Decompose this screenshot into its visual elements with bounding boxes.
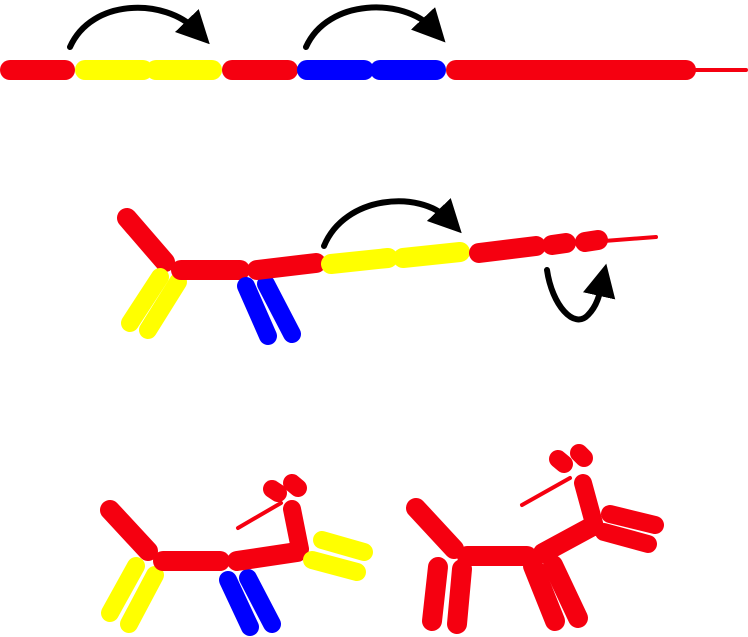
dog-front-leg [422,557,448,631]
balloon-tail [520,476,572,507]
dog-head-bead [570,444,593,467]
balloon-tail [236,501,283,530]
step-2-partially-twisted-balloon [117,198,658,345]
dog-front-leg [101,557,145,622]
dog-front-leg [120,566,164,633]
dog-front-leg [447,559,472,634]
dog-back-leg [543,555,588,628]
step-3-red-dog [406,444,664,634]
segment-red-2 [247,253,326,280]
twist-arrow-icon [67,4,210,50]
segment-red-neck [117,208,175,272]
step-3-multicolor-dog [100,474,373,636]
dog-back-leg [523,556,565,631]
dog-yellow-ear [303,551,366,581]
segment-yellow-1 [321,248,398,274]
curl-arrow-icon [544,263,616,323]
segment-red-3 [469,236,546,263]
dog-tail-bead [283,474,307,497]
segment-blue-back-leg [257,275,301,343]
segment-yellow-front-leg [139,273,187,339]
dog-yellow-ear [313,531,373,561]
step-1-straight-balloon [0,4,748,80]
dog-head [574,474,604,536]
balloon-tail [602,235,658,243]
twist-arrow-icon [303,4,446,50]
dog-ear [595,523,657,553]
dog-back-leg [239,569,281,633]
dog-ear [601,505,664,534]
segment-red-4 [542,233,576,255]
dog-head-bead [549,450,573,473]
segment-yellow-2 [393,242,470,268]
dog-neck [100,500,158,561]
twist-arrow-icon [321,198,462,249]
dog-rear [533,517,601,563]
dog-tail-bead [263,480,287,502]
segment-red-5 [575,230,608,252]
segment-yellow-front-leg [121,268,169,332]
dog-neck [406,498,464,559]
dog-back-leg [219,571,259,636]
dog-rear [227,542,307,571]
segment-blue-back-leg [237,277,277,345]
dog-tail-upper [283,500,309,558]
